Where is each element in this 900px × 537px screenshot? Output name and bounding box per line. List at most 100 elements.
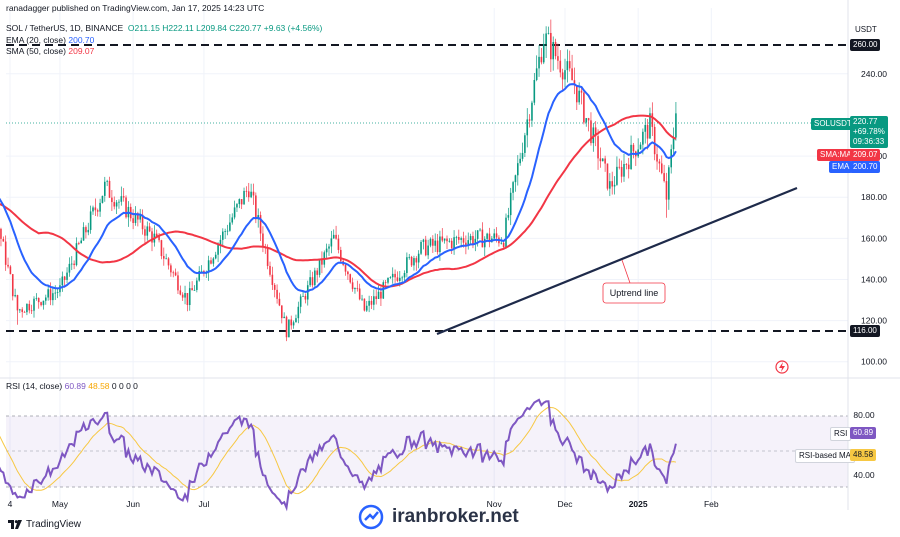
- candle-body: [632, 144, 635, 152]
- candle-body: [292, 322, 295, 326]
- candle-body: [271, 274, 274, 285]
- candle-body: [226, 230, 229, 232]
- candle-body: [214, 254, 217, 259]
- rsi-legend[interactable]: RSI (14, close) 60.89 48.58 0 0 0 0: [6, 381, 138, 392]
- rsi-ma-line: [0, 406, 677, 495]
- candle-body: [304, 295, 307, 300]
- candle-body: [429, 238, 432, 246]
- candle-body: [316, 270, 318, 275]
- candle-body: [424, 239, 427, 256]
- candle-body: [663, 173, 665, 182]
- candle-body: [587, 118, 590, 121]
- candle-body: [146, 226, 149, 236]
- rsi-value-tag: 60.89: [850, 427, 877, 439]
- last-change: +69.78%: [853, 127, 885, 136]
- candle-body: [363, 298, 366, 311]
- candle-body: [576, 85, 578, 103]
- candle-body: [660, 163, 663, 174]
- candle-body: [609, 181, 611, 189]
- ema-legend[interactable]: EMA (20, close) 200.70: [6, 35, 94, 46]
- countdown: 09:36:33: [853, 137, 885, 146]
- candle-body: [507, 215, 510, 218]
- candle-body: [26, 303, 28, 313]
- candle-body: [472, 236, 474, 245]
- candle-body: [658, 161, 661, 164]
- time-axis[interactable]: 4AprMayJunJulNovDec2025Feb: [0, 499, 719, 509]
- candle-body: [340, 249, 342, 262]
- candle-body: [196, 280, 198, 290]
- uptrend-line[interactable]: [436, 186, 798, 336]
- candle-body: [163, 256, 165, 259]
- level-top-tag: 260.00: [850, 39, 881, 51]
- candle-body: [52, 293, 54, 301]
- candle-body: [78, 243, 80, 244]
- candle-body: [380, 291, 382, 299]
- candle-body: [66, 272, 68, 280]
- sma-legend[interactable]: SMA (50, close) 209.07: [6, 46, 94, 57]
- sma-value-tag: 209.07: [850, 149, 881, 161]
- ohlc-open: O211.15: [127, 23, 160, 33]
- candle-body: [255, 195, 257, 220]
- candle-body: [670, 149, 672, 168]
- candle-body: [467, 240, 470, 246]
- candle-body: [344, 264, 347, 272]
- candle-body: [158, 236, 160, 241]
- candle-body: [554, 41, 557, 57]
- candle-body: [585, 118, 588, 123]
- candle-body: [458, 236, 460, 240]
- candle-body: [427, 245, 429, 256]
- candle-body: [120, 196, 123, 202]
- grid: [6, 8, 848, 505]
- candle-body: [108, 180, 111, 198]
- candle-body: [63, 276, 66, 280]
- candle-body: [151, 231, 153, 243]
- candle-body: [113, 202, 116, 207]
- candle-body: [170, 265, 172, 273]
- rsi-tick-label: 40.00: [853, 470, 875, 480]
- candle-body: [649, 113, 651, 139]
- candle-body: [415, 258, 418, 263]
- sma-name-tag: SMA:MA: [817, 149, 855, 161]
- candle-body: [434, 240, 436, 246]
- candle-body: [283, 316, 285, 319]
- candle-body: [193, 289, 196, 291]
- rsi-legend-value: 60.89: [64, 381, 86, 391]
- candle-body: [599, 158, 602, 162]
- candle-body: [545, 33, 547, 44]
- candle-body: [68, 263, 71, 273]
- candle-body: [19, 309, 21, 311]
- rsi-ma-value-tag: 48.58: [850, 449, 877, 461]
- candle-body: [642, 131, 644, 145]
- candle-body: [521, 152, 524, 159]
- candle-body: [16, 295, 19, 311]
- candle-body: [568, 61, 571, 69]
- symbol-title[interactable]: SOL / TetherUS, 1D, BINANCE: [6, 23, 124, 33]
- candle-body: [30, 310, 33, 312]
- candle-body: [349, 274, 352, 283]
- candle-body: [465, 242, 467, 246]
- candle-body: [394, 273, 396, 278]
- candle-body: [125, 197, 127, 218]
- candle-body: [512, 182, 514, 193]
- candle-body: [311, 277, 314, 286]
- candle-body: [479, 229, 481, 231]
- candle-body: [56, 292, 59, 293]
- candle-body: [191, 288, 193, 291]
- candle-body: [469, 236, 472, 241]
- lightning-icon[interactable]: [775, 360, 789, 374]
- candles: [0, 19, 677, 342]
- currency-label[interactable]: USDT: [855, 25, 877, 34]
- sma-legend-label: SMA (50, close): [6, 46, 66, 56]
- candle-body: [651, 113, 654, 127]
- annotation-box[interactable]: [602, 282, 666, 304]
- candle-body: [377, 291, 380, 300]
- candle-body: [252, 191, 255, 196]
- candle-body: [436, 240, 439, 253]
- candle-body: [14, 295, 16, 297]
- candle-body: [148, 226, 151, 232]
- candle-body: [675, 113, 677, 138]
- tradingview-brand[interactable]: TradingView: [8, 519, 81, 530]
- candle-body: [495, 233, 498, 238]
- candle-body: [365, 305, 368, 311]
